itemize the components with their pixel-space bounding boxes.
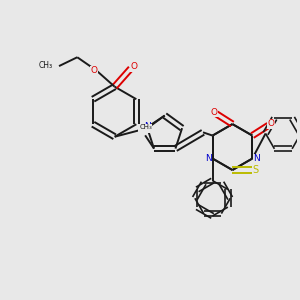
Text: O: O: [91, 66, 98, 75]
Text: N: N: [253, 154, 260, 163]
Text: O: O: [210, 108, 218, 117]
Text: S: S: [252, 165, 258, 175]
Text: N: N: [144, 122, 150, 130]
Text: O: O: [267, 119, 274, 128]
Text: CH₃: CH₃: [139, 126, 152, 132]
Text: CH₃: CH₃: [139, 124, 152, 130]
Text: N: N: [205, 154, 212, 163]
Text: CH₃: CH₃: [38, 61, 52, 70]
Text: O: O: [130, 62, 137, 71]
